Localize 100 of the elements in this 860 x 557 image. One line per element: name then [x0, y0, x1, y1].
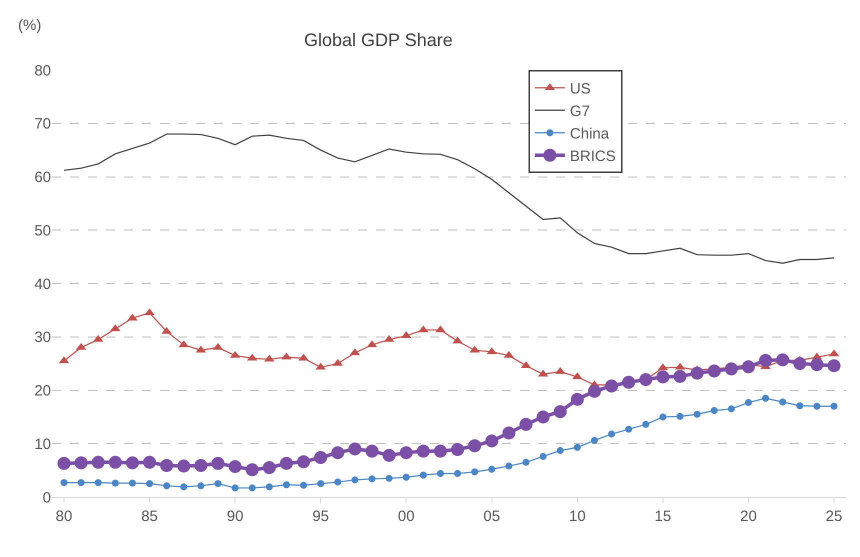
point [163, 482, 170, 490]
x-tick-label: 95 [312, 508, 330, 525]
point [232, 484, 239, 492]
point [608, 430, 616, 438]
point [759, 354, 772, 367]
point [334, 478, 342, 486]
point [813, 402, 820, 410]
y-tick-label: 20 [34, 382, 51, 400]
point [214, 480, 222, 488]
legend-label: China [570, 126, 610, 143]
point [590, 436, 598, 444]
point [642, 420, 650, 428]
x-tick-label: 25 [826, 508, 842, 525]
x-tick-label: 80 [56, 508, 72, 525]
y-tick-label: 0 [42, 489, 51, 506]
point [676, 412, 684, 420]
point [710, 407, 718, 414]
point [262, 461, 276, 474]
point [605, 379, 618, 392]
point [248, 484, 256, 492]
point [488, 466, 496, 473]
x-tick-label: 15 [654, 508, 672, 525]
legend-label: US [570, 80, 591, 98]
chart-title: Global GDP Share [304, 30, 453, 50]
x-tick-label: 00 [398, 508, 415, 525]
point [471, 468, 478, 476]
point [574, 444, 581, 451]
y-tick-label: 30 [34, 329, 51, 346]
point [78, 479, 85, 486]
y-tick-label: 40 [34, 276, 51, 293]
point [728, 405, 735, 412]
point [724, 362, 738, 376]
legend-label: BRICS [570, 148, 616, 166]
point [297, 455, 310, 468]
point [486, 347, 497, 354]
point [402, 474, 410, 481]
point [810, 358, 824, 372]
point [694, 410, 701, 418]
point [485, 434, 498, 448]
point [178, 340, 189, 348]
point [300, 482, 308, 489]
point [60, 479, 68, 486]
point [502, 426, 516, 440]
point [540, 452, 547, 460]
point [57, 456, 70, 470]
point [246, 463, 259, 476]
point [94, 479, 102, 486]
point [468, 439, 482, 452]
point [160, 459, 174, 472]
y-tick-label: 10 [34, 436, 51, 453]
point [180, 483, 188, 490]
point [386, 474, 393, 482]
point [266, 483, 273, 490]
x-tick-label: 90 [226, 508, 244, 525]
point [828, 359, 841, 372]
point [401, 331, 412, 338]
point [776, 353, 790, 366]
point [416, 444, 430, 458]
point [126, 456, 139, 470]
point [177, 460, 190, 473]
point [588, 384, 601, 398]
point [400, 446, 413, 460]
point [382, 448, 396, 462]
point [108, 456, 122, 469]
point [348, 442, 362, 456]
point [659, 413, 666, 420]
y-tick-label: 70 [34, 116, 51, 133]
x-tick-label: 10 [568, 508, 586, 525]
legend-label: G7 [570, 103, 590, 120]
point [454, 470, 462, 478]
y-tick-label: 80 [34, 62, 51, 80]
point [146, 480, 154, 488]
point [280, 456, 293, 470]
point [92, 456, 105, 469]
point [228, 460, 242, 474]
point [779, 398, 786, 406]
point [282, 481, 290, 488]
point [520, 418, 532, 431]
point [505, 462, 512, 470]
point [556, 447, 564, 454]
point [366, 444, 378, 458]
point [625, 426, 632, 433]
point [622, 376, 636, 389]
point [570, 392, 584, 406]
x-tick-label: 05 [483, 508, 500, 525]
point [744, 399, 752, 406]
y-tick-label: 60 [34, 169, 51, 186]
point [197, 482, 204, 490]
point [317, 480, 324, 488]
point [194, 459, 208, 472]
point [112, 480, 119, 487]
point [690, 366, 704, 380]
point [708, 364, 721, 378]
point [314, 451, 328, 464]
point [796, 402, 804, 410]
point [436, 470, 444, 478]
point [451, 443, 464, 456]
point [742, 360, 755, 374]
point [331, 446, 344, 460]
point [536, 410, 550, 424]
